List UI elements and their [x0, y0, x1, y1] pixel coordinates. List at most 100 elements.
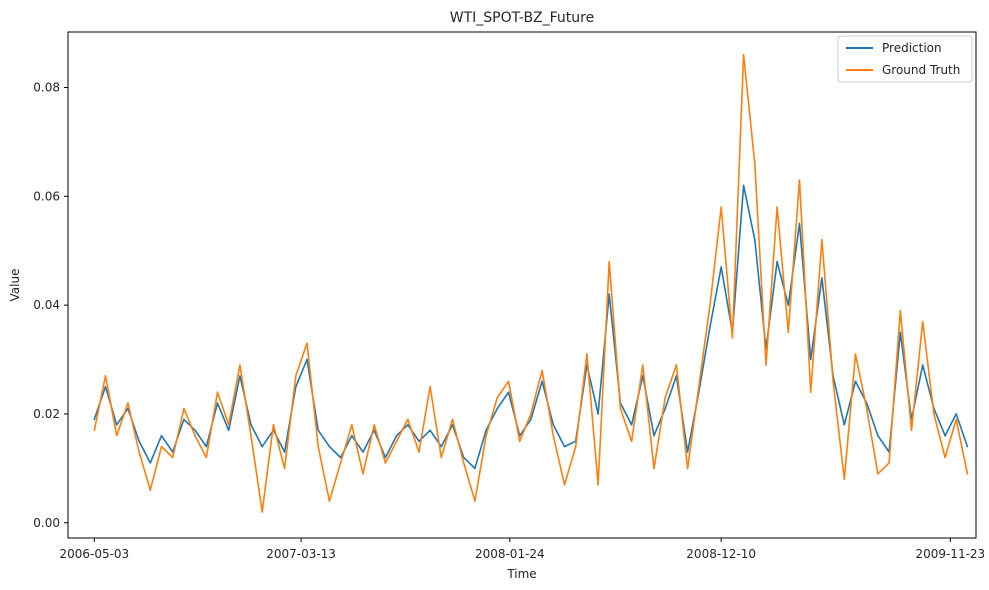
data-point-ground-truth — [306, 342, 308, 345]
data-point-prediction — [407, 424, 409, 426]
data-point-ground-truth — [373, 424, 376, 426]
data-point-prediction — [530, 418, 532, 421]
data-point-ground-truth — [552, 434, 555, 437]
data-point-ground-truth — [899, 309, 902, 312]
data-point-ground-truth — [787, 331, 790, 334]
data-point-prediction — [261, 445, 264, 448]
data-point-prediction — [115, 424, 118, 426]
y-tick-label: 0.04 — [33, 298, 60, 312]
data-point-prediction — [507, 391, 510, 394]
data-point-ground-truth — [216, 391, 219, 394]
data-point-prediction — [809, 358, 812, 361]
data-point-prediction — [541, 380, 543, 383]
data-point-ground-truth — [664, 396, 666, 399]
data-point-ground-truth — [619, 407, 622, 410]
data-point-ground-truth — [843, 478, 846, 481]
data-point-ground-truth — [765, 364, 767, 366]
data-point-prediction — [496, 407, 499, 410]
x-tick-label: 2008-01-24 — [475, 547, 545, 561]
data-point-ground-truth — [944, 456, 946, 459]
data-point-ground-truth — [586, 353, 588, 355]
data-point-prediction — [552, 424, 555, 426]
legend-label-ground-truth: Ground Truth — [882, 63, 960, 77]
data-point-prediction — [944, 434, 946, 437]
data-point-ground-truth — [451, 418, 454, 421]
data-point-prediction — [686, 451, 689, 453]
data-point-ground-truth — [295, 375, 297, 377]
data-point-prediction — [451, 424, 454, 426]
data-point-prediction — [955, 413, 957, 415]
data-point-prediction — [474, 467, 476, 470]
data-point-ground-truth — [239, 364, 241, 366]
data-point-prediction — [608, 293, 610, 296]
data-point-prediction — [720, 266, 722, 268]
data-point-prediction — [250, 424, 252, 426]
data-point-prediction — [776, 260, 778, 263]
y-tick-label: 0.06 — [33, 189, 60, 203]
data-point-ground-truth — [351, 424, 353, 426]
data-point-ground-truth — [966, 473, 969, 475]
data-point-ground-truth — [921, 320, 924, 323]
data-point-prediction — [485, 429, 487, 432]
data-point-prediction — [597, 413, 599, 415]
data-point-prediction — [395, 434, 398, 437]
data-point-ground-truth — [541, 369, 543, 372]
data-point-ground-truth — [933, 413, 935, 415]
y-tick-label: 0.08 — [33, 80, 60, 94]
data-point-ground-truth — [653, 467, 655, 470]
chart-title: WTI_SPOT-BZ_Future — [450, 10, 594, 26]
data-point-prediction — [317, 429, 320, 432]
data-point-ground-truth — [317, 445, 320, 448]
data-point-ground-truth — [798, 179, 801, 181]
data-point-ground-truth — [104, 375, 107, 377]
data-point-prediction — [709, 326, 711, 328]
data-point-prediction — [362, 451, 364, 453]
data-point-ground-truth — [597, 483, 599, 486]
data-point-ground-truth — [115, 434, 118, 437]
data-point-prediction — [754, 239, 756, 241]
data-point-ground-truth — [462, 462, 465, 464]
data-point-prediction — [339, 456, 342, 459]
data-point-ground-truth — [496, 396, 499, 399]
data-point-prediction — [306, 358, 308, 361]
data-point-ground-truth — [283, 467, 286, 470]
series-layer — [93, 54, 969, 513]
data-point-ground-truth — [127, 402, 129, 404]
data-point-ground-truth — [149, 489, 152, 491]
x-axis: 2006-05-03 2007-03-13 2008-01-24 2008-12-10… — [59, 538, 985, 561]
x-tick-label: 2009-11-23 — [915, 547, 985, 561]
data-point-prediction — [283, 451, 286, 453]
data-point-ground-truth — [563, 483, 566, 486]
data-point-ground-truth — [776, 206, 778, 208]
data-point-ground-truth — [93, 429, 96, 432]
data-point-ground-truth — [261, 511, 264, 513]
x-tick-label: 2007-03-13 — [266, 547, 336, 561]
data-point-prediction — [328, 445, 331, 448]
data-point-ground-truth — [183, 407, 185, 410]
data-point-ground-truth — [698, 385, 700, 388]
data-point-ground-truth — [485, 434, 487, 437]
legend-label-prediction: Prediction — [882, 41, 942, 55]
data-point-ground-truth — [440, 456, 443, 459]
data-point-ground-truth — [754, 162, 756, 165]
data-point-ground-truth — [877, 473, 879, 475]
data-point-ground-truth — [507, 380, 510, 383]
data-point-prediction — [138, 440, 140, 443]
data-point-ground-truth — [832, 380, 834, 383]
data-point-ground-truth — [742, 54, 745, 56]
data-point-prediction — [787, 304, 790, 306]
data-point-ground-truth — [686, 467, 689, 470]
data-point-prediction — [921, 364, 924, 366]
data-point-ground-truth — [362, 473, 364, 475]
data-point-prediction — [351, 434, 353, 437]
data-point-ground-truth — [160, 445, 163, 448]
data-point-prediction — [104, 385, 107, 388]
data-point-ground-truth — [429, 385, 431, 388]
data-point-prediction — [205, 445, 208, 448]
data-point-prediction — [149, 462, 152, 464]
data-point-ground-truth — [642, 364, 644, 366]
y-tick-label: 0.00 — [33, 516, 60, 530]
data-point-prediction — [216, 402, 219, 404]
